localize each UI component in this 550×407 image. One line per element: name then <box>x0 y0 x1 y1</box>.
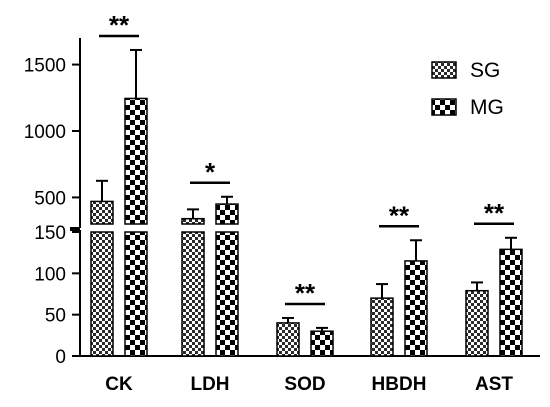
bar-mg <box>404 260 428 357</box>
bar-sg-lower <box>181 231 205 357</box>
legend-swatch-sg <box>431 61 457 79</box>
legend-label-sg: SG <box>470 59 500 82</box>
bar-sg <box>90 200 114 225</box>
bar-sg <box>276 322 300 357</box>
y-tick-label: 500 <box>34 188 66 209</box>
bar-mg-lower <box>124 231 148 357</box>
bar-mg <box>215 203 239 225</box>
legend: SG MG <box>431 59 504 119</box>
significance-label: ** <box>109 10 130 40</box>
y-tick-label: 1000 <box>24 122 66 143</box>
y-tick-label: 0 <box>55 347 66 368</box>
category-label: CK <box>105 374 133 395</box>
bar-sg <box>370 297 394 357</box>
legend-swatch-mg <box>431 98 457 116</box>
bar-mg <box>499 248 523 357</box>
labels: 0 50 100 150 500 1000 1500 ** CK * LDH ** SOD ** HBDH *… <box>24 10 514 395</box>
bar-sg <box>465 289 489 357</box>
bar-mg-lower <box>215 231 239 357</box>
significance-label: ** <box>295 278 316 308</box>
axes <box>70 38 540 357</box>
y-tick-label: 150 <box>34 223 66 244</box>
legend-label-mg: MG <box>470 96 504 119</box>
bar-mg <box>310 330 334 357</box>
category-label: HBDH <box>372 374 427 395</box>
bar-sg-lower <box>90 231 114 357</box>
bars <box>90 48 523 357</box>
y-tick-label: 1500 <box>24 56 66 77</box>
y-tick-label: 50 <box>45 306 66 327</box>
significance-label: ** <box>484 198 505 228</box>
category-label: AST <box>475 374 513 395</box>
significance-label: ** <box>389 200 410 230</box>
bar-mg <box>124 97 148 225</box>
y-tick-label: 100 <box>34 264 66 285</box>
significance-label: * <box>205 157 216 187</box>
category-label: SOD <box>284 374 325 395</box>
category-label: LDH <box>190 374 229 395</box>
bar-sg <box>181 217 205 225</box>
